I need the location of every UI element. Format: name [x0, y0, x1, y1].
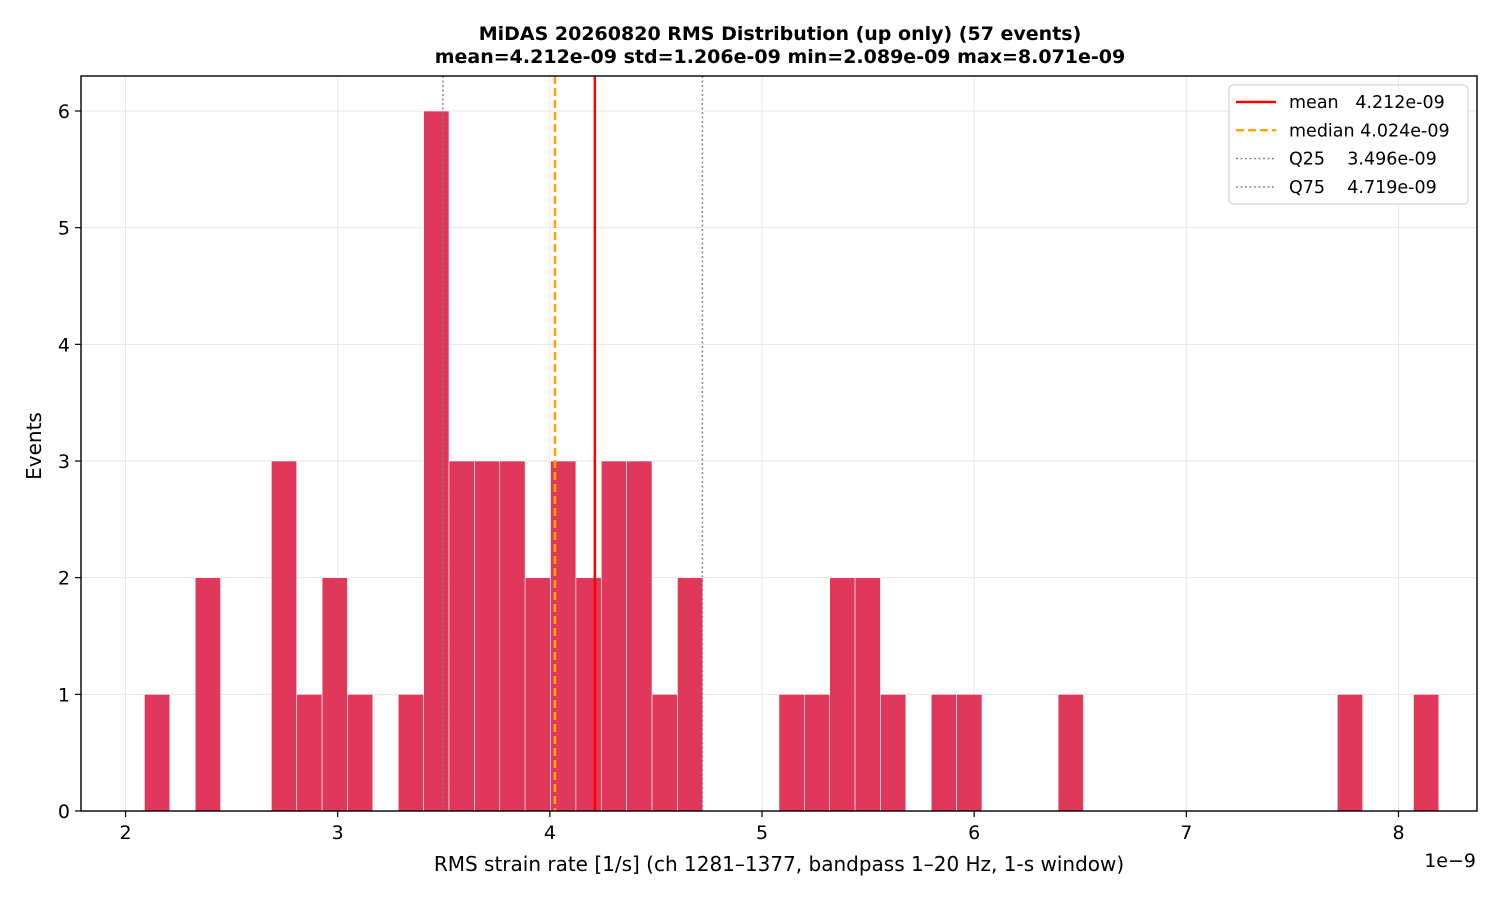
y-tick-label: 0 [58, 801, 70, 823]
histogram-bar [677, 577, 704, 812]
y-tick-label: 1 [58, 684, 70, 706]
y-axis-ticks: 0 1 2 3 4 5 6 [58, 101, 81, 823]
histogram-bar [397, 694, 424, 812]
legend-box [1228, 84, 1469, 205]
histogram-bar [271, 460, 298, 812]
histogram-bar [194, 577, 221, 812]
y-tick-label: 3 [58, 451, 70, 473]
x-tick-label: 5 [756, 822, 768, 844]
histogram-bar [423, 110, 450, 812]
histogram-bar [804, 694, 831, 812]
histogram-bar [144, 694, 171, 812]
x-axis-label: RMS strain rate [1/s] (ch 1281–1377, ban… [434, 852, 1124, 876]
histogram-bar [956, 694, 983, 812]
reference-lines [442, 76, 704, 811]
x-tick-label: 6 [968, 822, 980, 844]
mean-legend-label: mean 4.212e-09 [1289, 93, 1445, 113]
histogram-bar [1413, 694, 1440, 812]
histogram-bar [296, 694, 323, 812]
histogram-bar [499, 460, 526, 812]
histogram-bar [600, 460, 627, 812]
chart-title: MiDAS 20260820 RMS Distribution (up only… [479, 23, 1082, 45]
x-tick-label: 8 [1392, 822, 1404, 844]
histogram-bar [778, 694, 805, 812]
histogram-bar [347, 694, 374, 812]
legend: mean 4.212e-09 median 4.024e-09 Q25 3.496e… [1228, 84, 1469, 205]
histogram-bar [854, 577, 881, 812]
histogram-bar [448, 460, 475, 812]
x-axis-ticks: 2 3 4 5 6 7 8 [120, 811, 1405, 844]
q25-legend-label: Q25 3.496e-09 [1289, 150, 1437, 170]
x-axis-offset-label: 1e−9 [1424, 850, 1476, 872]
histogram-bar [880, 694, 907, 812]
histogram-bar [626, 460, 653, 812]
y-axis-label: Events [22, 412, 46, 480]
histogram-bars [144, 110, 1440, 812]
histogram-bar [321, 577, 348, 812]
y-tick-label: 6 [58, 101, 70, 123]
histogram-bar [474, 460, 501, 812]
x-tick-label: 3 [332, 822, 344, 844]
histogram-bar [575, 577, 602, 812]
y-tick-label: 5 [58, 218, 70, 240]
histogram-bar [651, 694, 678, 812]
histogram-bar [524, 577, 551, 812]
x-tick-label: 4 [544, 822, 556, 844]
histogram-bar [1337, 694, 1363, 812]
histogram-bar [930, 694, 957, 812]
x-tick-label: 2 [120, 822, 132, 844]
q75-legend-label: Q75 4.719e-09 [1289, 178, 1437, 198]
x-tick-label: 7 [1180, 822, 1192, 844]
median-legend-label: median 4.024e-09 [1289, 121, 1450, 141]
y-tick-label: 2 [58, 568, 70, 590]
histogram-bar [1057, 694, 1084, 812]
chart-subtitle: mean=4.212e-09 std=1.206e-09 min=2.089e-… [435, 46, 1126, 68]
histogram-bar [829, 577, 856, 812]
y-tick-label: 4 [58, 334, 70, 356]
plot-frame [80, 75, 1478, 812]
